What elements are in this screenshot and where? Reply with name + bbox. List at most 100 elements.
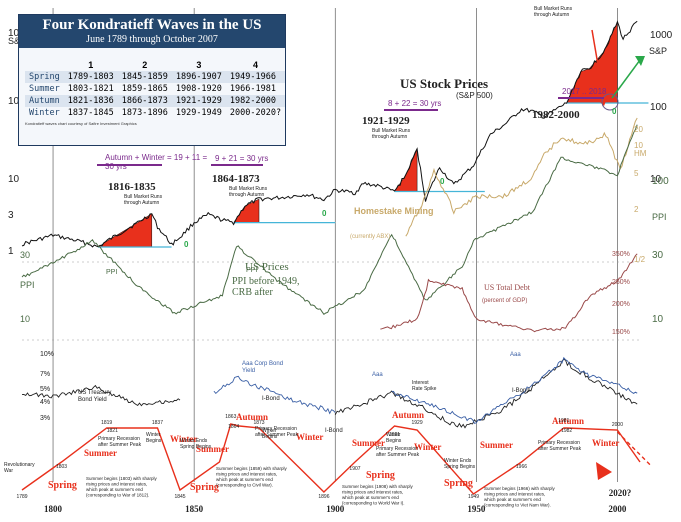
left-sp-tick: 100	[8, 96, 25, 107]
war-note-3: Summer begins (1908) with sharply	[342, 484, 414, 489]
zero-marker: 0	[612, 107, 617, 116]
war-note-4: (corresponding to Viet Nam War).	[484, 503, 551, 508]
x-axis-tick: 1850	[185, 504, 204, 514]
wave-col-1: 1	[88, 60, 94, 70]
cycle-calc-1: Autumn + Winter = 19 + 11 =	[105, 153, 207, 162]
season-name: Summer	[29, 84, 60, 94]
wave-year-label: 1873	[253, 420, 264, 426]
aaa-corp-label: Aaa Corp Bond	[242, 361, 283, 367]
bull-market-note: Bull Market Runs	[534, 6, 573, 12]
season-name: Autumn	[25, 95, 64, 107]
us-debt-sublabel: (percent of GDP)	[482, 298, 527, 304]
winter-ends-label: Winter Ends	[444, 458, 472, 464]
wave-year-label: 1789	[16, 494, 27, 500]
right-debt-tick: 150%	[612, 329, 630, 336]
wave-year-label: 1921	[389, 432, 400, 438]
aaa-corp-label: Yield	[242, 368, 255, 374]
left-sp-tick: 1	[8, 246, 14, 257]
primary-recession-label: after Summer Peak	[538, 446, 582, 452]
war-note-2: rising prices and interest rates,	[216, 472, 277, 477]
wave-year-label: 1949	[468, 494, 479, 500]
cycle-calc-4: 2017 .. 2018	[562, 87, 607, 96]
war-note-3: (corresponding to World War I).	[342, 501, 405, 506]
season-table: 1 2 3 4 Spring 1789-1803 1845-1859 1896-…	[25, 59, 286, 119]
right-hm-label: HM	[634, 149, 647, 158]
season-winter-label: Winter	[170, 434, 197, 444]
war-note-2: Summer begins (1859) with sharply	[216, 466, 288, 471]
period-label-1982: 1982-2000	[532, 109, 580, 121]
x-axis-tick: 1950	[467, 504, 486, 514]
season-years: 1859-1865	[121, 84, 168, 94]
season-row-autumn: Autumn 1821-1836 1866-1873 1921-1929 198…	[25, 95, 286, 107]
interest-spike-label: Interest	[412, 380, 429, 386]
right-sp-tick: 1000	[650, 30, 673, 41]
kondratieff-wave-curve	[21, 423, 641, 495]
ppi-tag: PPI	[246, 267, 257, 274]
treasury-yield-line	[21, 384, 181, 407]
season-row-summer: Summer 1803-1821 1859-1865 1908-1920 196…	[25, 83, 285, 95]
us-debt-label: US Total Debt	[484, 283, 531, 292]
rates-tick: 3%	[40, 415, 50, 422]
season-years: 1845-1859	[117, 71, 172, 83]
season-years: 1896-1907	[171, 71, 226, 83]
left-sp-label: S&P	[8, 36, 26, 46]
season-years: 1821-1836	[63, 95, 118, 107]
season-years: 1929-1949	[175, 108, 222, 118]
wave-year-label: 1896	[318, 494, 329, 500]
zero-marker: 0	[440, 177, 445, 186]
bull-market-fill-1864	[233, 198, 260, 223]
bull-market-note: through Autumn	[534, 12, 570, 18]
season-winter-label: Winter	[592, 438, 619, 448]
cycle-calc-3: 8 + 22 = 30 yrs	[388, 99, 441, 108]
season-autumn-label: Autumn	[552, 416, 584, 426]
projection-arrowhead	[596, 462, 612, 480]
period-label-1864: 1864-1873	[212, 173, 260, 185]
season-row-winter: Winter 1837-1845 1873-1896 1929-1949 200…	[25, 107, 285, 119]
season-table-header: 1 2 3 4	[25, 59, 285, 71]
right-ppi-label: PPI	[652, 212, 667, 222]
treasury-yield-label: US Treasury	[78, 390, 111, 396]
winter-ends-label: Spring Begins	[444, 464, 476, 470]
right-debt-tick: 200%	[612, 301, 630, 308]
aaa-label: Aaa	[510, 352, 521, 358]
wave-col-4: 4	[252, 60, 258, 70]
war-note-3: rising prices and interest rates,	[342, 490, 403, 495]
x-axis-tick: 1800	[44, 504, 63, 514]
rates-tick: 7%	[40, 371, 50, 378]
bull-market-note: through Autumn	[124, 200, 160, 206]
wave-col-3: 3	[196, 60, 202, 70]
war-note-2: (corresponding to Civil War).	[216, 483, 273, 488]
right-ppi-tick: 30	[652, 250, 664, 261]
war-note-1: Summer begins (1803) with sharply	[86, 476, 158, 481]
wave-year-label: 1966	[516, 464, 527, 470]
wave-year-label: 1821	[107, 428, 118, 434]
left-ppi-tick: 10	[20, 314, 30, 324]
kondratieff-legend-panel: Four Kondratieff Waves in the US June 17…	[18, 14, 286, 146]
primary-recession-label: after Summer Peak	[98, 442, 142, 448]
right-sp-tick: 10	[650, 174, 662, 185]
wave-year-label: 1803	[56, 464, 67, 470]
war-note-3: which peak at summer's end	[342, 495, 399, 500]
rates-tick: 4%	[40, 399, 50, 406]
period-label-1816: 1816-1835	[108, 181, 156, 193]
season-years: 1908-1920	[175, 84, 222, 94]
bull-market-note: Bull Market Runs	[372, 128, 411, 134]
ibond-label: I-Bond	[262, 396, 280, 402]
season-spring-label: Spring	[48, 480, 77, 491]
rates-tick: 5%	[40, 386, 50, 393]
season-years: 1873-1896	[121, 108, 168, 118]
us-prices-label: US Prices	[245, 261, 289, 273]
forecast-down-arrow	[591, 29, 605, 101]
panel-subtitle: June 1789 through October 2007	[86, 34, 218, 45]
right-hm-tick: 2	[634, 205, 639, 214]
zero-marker: 0	[184, 240, 189, 249]
season-spring-label: Spring	[444, 478, 473, 489]
wave-year-label: 1845	[174, 494, 185, 500]
wave-year-label: 1819	[101, 420, 112, 426]
season-autumn-label: Autumn	[392, 410, 424, 420]
left-sp-tick: 3	[8, 210, 14, 221]
forecast-up-arrowhead	[635, 56, 645, 66]
period-label-1921: 1921-1929	[362, 115, 410, 127]
